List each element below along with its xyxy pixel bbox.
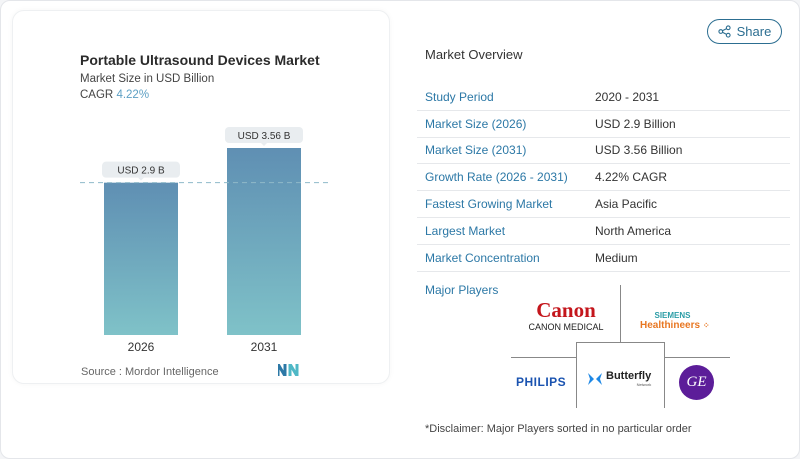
share-icon <box>718 25 731 38</box>
source-text: Source : Mordor Intelligence <box>81 366 219 378</box>
overview-row: Growth Rate (2026 - 2031) 4.22% CAGR <box>417 164 790 192</box>
butterfly-text: Butterfly <box>606 370 652 382</box>
canon-wordmark: Canon <box>536 298 596 322</box>
butterfly-logo: Butterfly Network <box>588 371 651 387</box>
canon-logo: Canon CANON MEDICAL <box>526 298 606 333</box>
row-value: Medium <box>595 250 638 265</box>
row-label: Market Size (2026) <box>425 116 527 131</box>
row-label: Largest Market <box>425 223 506 238</box>
overview-row: Market Size (2026) USD 2.9 Billion <box>417 111 790 138</box>
data-label: USD 2.9 B <box>117 166 165 177</box>
divider <box>665 357 730 358</box>
healthineers-label: Healthineers <box>640 320 701 331</box>
butterfly-icon <box>588 373 602 385</box>
disclaimer: *Disclaimer: Major Players sorted in no … <box>425 423 692 435</box>
row-label: Fastest Growing Market <box>425 197 553 212</box>
chart-card <box>12 10 390 384</box>
overview-title: Market Overview <box>425 47 523 62</box>
cagr-value: 4.22% <box>116 89 150 101</box>
row-value: USD 2.9 Billion <box>595 116 676 131</box>
cagr-label: CAGR <box>80 89 114 101</box>
data-label-pointer <box>261 143 267 146</box>
bar <box>227 148 301 335</box>
overview-row: Largest Market North America <box>417 218 790 245</box>
x-tick-label: 2026 <box>128 340 155 354</box>
overview-row: Market Concentration Medium <box>417 245 790 272</box>
ge-logo: GE <box>679 365 714 400</box>
bar <box>104 182 178 335</box>
chart-title: Portable Ultrasound Devices Market <box>80 52 320 68</box>
row-value: 4.22% CAGR <box>595 170 668 185</box>
network-text: Network <box>636 382 652 387</box>
row-value: North America <box>595 223 672 238</box>
dots-icon: ⁘ <box>702 321 710 330</box>
x-tick-label: 2031 <box>251 340 278 354</box>
row-label: Study Period <box>425 89 494 104</box>
logo-box <box>576 342 665 408</box>
row-label: Market Concentration <box>425 250 540 265</box>
row-value: USD 3.56 Billion <box>595 143 683 158</box>
overview-row: Fastest Growing Market Asia Pacific <box>417 191 790 218</box>
share-button[interactable]: Share <box>707 19 782 44</box>
share-label: Share <box>736 24 772 39</box>
row-label: Market Size (2031) <box>425 143 527 158</box>
row-label: Growth Rate (2026 - 2031) <box>425 170 568 185</box>
chart-subtitle: Market Size in USD Billion <box>80 73 215 85</box>
healthineers-text: Healthineers ⁘ <box>640 320 715 331</box>
data-label-bg <box>102 161 180 178</box>
major-players-title: Major Players <box>425 283 499 297</box>
divider <box>511 357 576 358</box>
overview-table: Study Period 2020 - 2031 Market Size (202… <box>417 84 790 272</box>
overview-row: Market Size (2031) USD 3.56 Billion <box>417 138 790 165</box>
divider <box>620 285 621 342</box>
bar-chart: USD 2.9 B 2026 USD 3.56 B 2031 <box>80 127 328 354</box>
row-value: Asia Pacific <box>595 197 658 212</box>
canon-medical-text: CANON MEDICAL <box>528 322 604 332</box>
mordor-logo-icon <box>278 364 299 376</box>
overview-row: Study Period 2020 - 2031 <box>417 84 790 111</box>
data-label-pointer <box>138 177 144 181</box>
cagr: CAGR 4.22% <box>80 89 149 101</box>
data-label: USD 3.56 B <box>238 131 291 142</box>
philips-logo: PHILIPS <box>516 375 567 389</box>
siemens-logo: SIEMENS Healthineers ⁘ <box>640 311 715 331</box>
data-label-bg <box>225 127 303 143</box>
siemens-text: SIEMENS <box>654 311 691 320</box>
row-value: 2020 - 2031 <box>595 89 660 104</box>
